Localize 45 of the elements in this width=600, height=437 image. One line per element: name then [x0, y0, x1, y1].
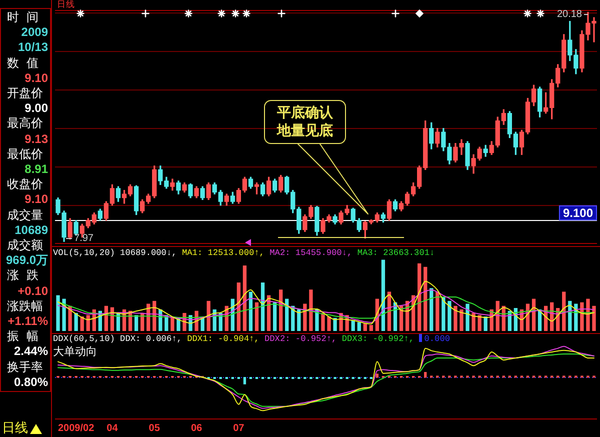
text: 9.10: [24, 70, 48, 86]
chart-title: 日线: [57, 0, 75, 10]
text: DDX2: -0.952↑,: [264, 334, 337, 344]
chart-subtitle: 大单动向: [53, 345, 97, 358]
x-tick-label: 2009/02: [58, 422, 95, 434]
text: 9.00: [24, 101, 48, 116]
text: +0.10: [16, 284, 48, 299]
text: 9.10: [24, 192, 48, 208]
text: 涨跌幅: [7, 298, 43, 314]
text: 日线: [2, 421, 28, 436]
x-tick-label: 06: [190, 422, 203, 434]
text: MA2: 15455.900↓,: [270, 248, 352, 258]
text: 2009 10/13: [16, 25, 48, 56]
text: 969.0万: [4, 253, 48, 268]
x-tick-label: 05: [148, 422, 160, 434]
text: MA3: 23663.301↓: [357, 248, 435, 258]
text: 涨 跌: [7, 268, 39, 284]
annotation: 平底确认地量见底: [276, 104, 334, 140]
text: 10689: [14, 222, 48, 238]
annotation: 20.18: [556, 8, 582, 20]
text: 成交额: [7, 238, 43, 254]
text: 最高价: [7, 116, 43, 132]
text: +1.11%: [6, 314, 48, 330]
legend-label: 0.000: [424, 334, 450, 344]
chart-title: DDX(60,5,10) DDX: 0.006↑,: [53, 334, 182, 344]
text: 收盘价: [7, 177, 43, 192]
text: 8.91: [24, 162, 48, 178]
x-tick-label: 04: [106, 422, 118, 434]
x-tick-label: 07: [233, 422, 245, 434]
text: 换手率: [7, 360, 43, 375]
text: 开盘价: [7, 86, 43, 102]
annotation: 7.97: [74, 232, 94, 244]
text: 时 间: [7, 10, 39, 26]
text: 9.13: [24, 132, 48, 147]
text: DDX1: -0.904↑,: [187, 334, 260, 344]
text: 数 值: [7, 56, 39, 71]
text: 最低价: [7, 146, 43, 162]
text: DDX3: -0.992↑,: [342, 334, 414, 344]
text: 0.80%: [12, 374, 48, 390]
text: 2.44%: [12, 344, 48, 360]
text: 成交量: [7, 208, 43, 223]
text: 振 幅: [7, 329, 39, 344]
chart-title: VOL(5,10,20) 10689.000↓,: [53, 248, 177, 258]
ref-line-label: 9.100: [562, 206, 594, 220]
text: MA1: 12513.000↑,: [182, 248, 264, 258]
